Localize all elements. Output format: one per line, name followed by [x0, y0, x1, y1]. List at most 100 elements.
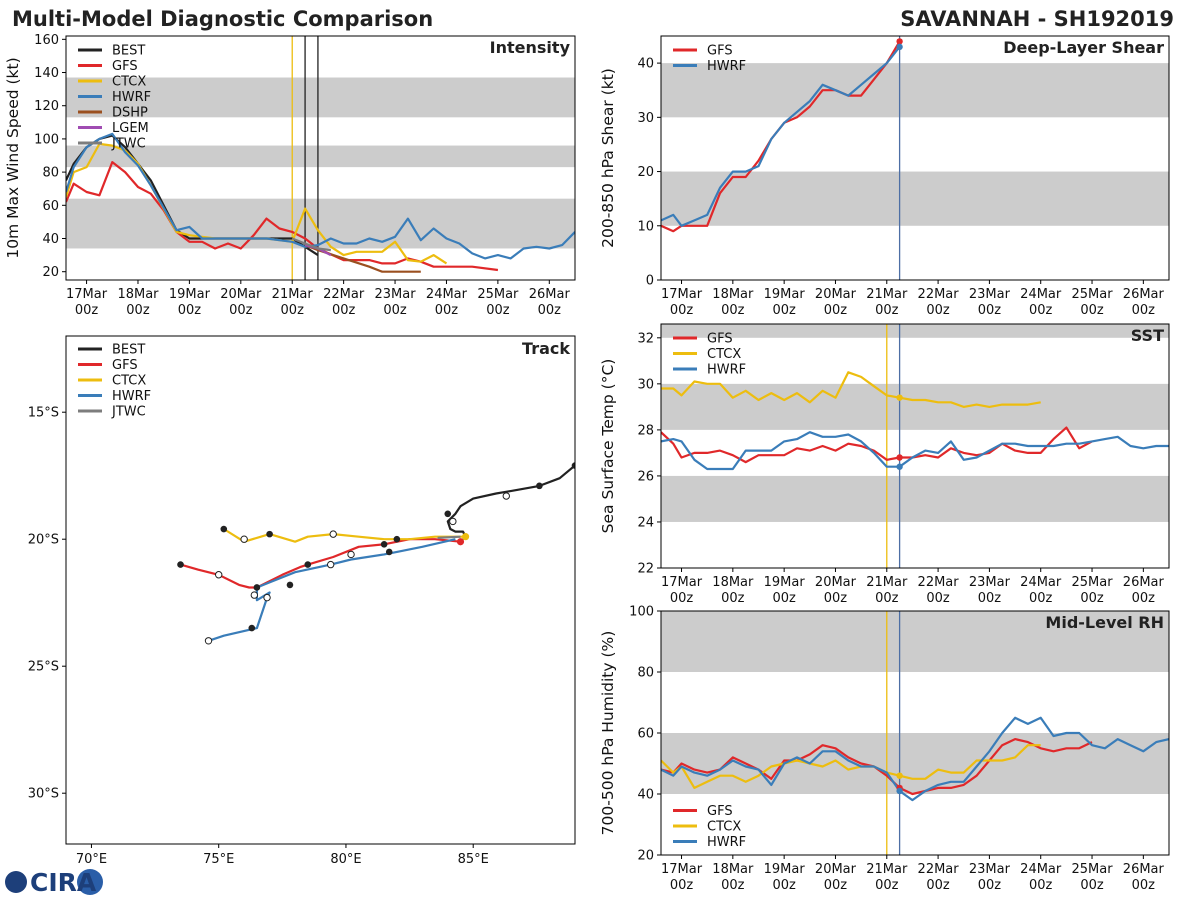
sst-xtick-hour: 00z — [721, 591, 745, 606]
shear-xtick-date: 21Mar — [866, 287, 908, 302]
track-frame — [65, 335, 576, 845]
sst-ytick-label: 32 — [637, 331, 654, 346]
rh-xtick-date: 23Mar — [969, 862, 1011, 877]
track-xtick-label: 70°E — [76, 852, 107, 867]
rh-xtick-hour: 00z — [721, 878, 745, 893]
rh-xtick-hour: 00z — [670, 878, 694, 893]
shear-xtick-date: 23Mar — [969, 287, 1011, 302]
track-title: Track — [522, 339, 570, 358]
rh-xtick-date: 20Mar — [815, 862, 857, 877]
track-marker-filled-gfs — [177, 561, 184, 568]
rh-ylabel: 700-500 hPa Humidity (%) — [599, 631, 617, 836]
shear-xtick-date: 19Mar — [764, 287, 806, 302]
intensity-xtick-date: 25Mar — [477, 287, 519, 302]
shear-xtick-hour: 00z — [978, 303, 1002, 318]
rh-xtick-hour: 00z — [1080, 878, 1104, 893]
rh-ytick-label: 80 — [637, 666, 654, 681]
sst-series-hwrf — [661, 431, 1169, 471]
track-legend-label-jtwc: JTWC — [111, 405, 146, 420]
sst-legend-label-gfs: GFS — [707, 332, 733, 347]
sst-xtick-date: 23Mar — [969, 575, 1011, 590]
intensity-legend-label-best: BEST — [112, 44, 145, 59]
sst-ytick-label: 26 — [637, 469, 654, 484]
shear-ytick-label: 40 — [637, 57, 654, 72]
shear-series-group — [661, 40, 901, 233]
intensity-xtick-hour: 00z — [486, 303, 510, 318]
track-ytick-label: 25°S — [28, 660, 59, 675]
intensity-ytick-label: 80 — [42, 166, 59, 181]
track-marker-open-hwrf — [263, 593, 271, 602]
rh-xtick-date: 19Mar — [764, 862, 806, 877]
intensity-xtick-date: 21Mar — [272, 287, 314, 302]
sst-series-ctcx — [661, 371, 1041, 408]
track-marker-current-gfs — [456, 538, 465, 546]
intensity-ytick-label: 60 — [42, 199, 59, 214]
track-marker-open-ctcx — [240, 535, 248, 543]
sst-legend-label-ctcx: CTCX — [707, 347, 741, 362]
intensity-xtick-date: 23Mar — [375, 287, 417, 302]
shear-xtick-hour: 00z — [670, 303, 694, 318]
sst-xtick-date: 20Mar — [815, 575, 857, 590]
shear-marker-gfs — [896, 38, 903, 45]
intensity-xtick-date: 20Mar — [220, 287, 262, 302]
track-marker-filled-ctcx — [266, 530, 273, 538]
intensity-ylabel: 10m Max Wind Speed (kt) — [4, 57, 22, 258]
rh-series-hwrf — [661, 716, 1169, 802]
rh-ytick-label: 20 — [637, 849, 654, 864]
sst-ytick-label: 24 — [637, 515, 654, 530]
track-series-best — [446, 464, 575, 540]
track-ytick-label: 20°S — [28, 533, 59, 548]
rh-xtick-hour: 00z — [978, 878, 1002, 893]
intensity-xtick-date: 18Mar — [117, 287, 159, 302]
track-marker-filled-hwrf — [385, 548, 393, 556]
sst-title: SST — [1131, 326, 1164, 345]
sst-xtick-date: 17Mar — [661, 575, 703, 590]
sst-xtick-hour: 00z — [1132, 591, 1156, 606]
intensity-band — [66, 145, 575, 168]
track-marker-open-best — [502, 492, 510, 500]
rh-xtick-date: 25Mar — [1071, 862, 1113, 877]
sst-xtick-date: 24Mar — [1020, 575, 1062, 590]
shear-xtick-hour: 00z — [721, 303, 745, 318]
intensity-xtick-hour: 00z — [281, 303, 305, 318]
rh-marker-hwrf — [896, 787, 903, 795]
cira-logo-satellite-icon — [77, 869, 103, 895]
track-legend-label-best: BEST — [112, 343, 145, 358]
intensity-xtick-hour: 00z — [75, 303, 99, 318]
intensity-frame — [65, 35, 576, 281]
sst-band — [661, 324, 1169, 338]
rh-xtick-date: 17Mar — [661, 862, 703, 877]
sst-xtick-hour: 00z — [772, 591, 796, 606]
shear-band — [661, 171, 1169, 226]
track-series-gfs — [180, 538, 461, 589]
track-marker-open-hwrf — [204, 637, 213, 645]
rh-xtick-hour: 00z — [926, 878, 950, 893]
rh-xtick-hour: 00z — [1132, 878, 1156, 893]
sst-band — [661, 383, 1169, 430]
track-marker-filled-hwrf — [286, 581, 294, 589]
panel-sst: 22242628303217Mar00z18Mar00z19Mar00z20Ma… — [599, 323, 1170, 606]
sst-xtick-date: 22Mar — [918, 575, 960, 590]
track-marker-open-hwrf — [326, 560, 335, 569]
shear-xtick-hour: 00z — [1029, 303, 1053, 318]
rh-xtick-date: 21Mar — [866, 862, 908, 877]
rh-band — [661, 611, 1169, 672]
rh-xtick-date: 22Mar — [918, 862, 960, 877]
rh-xtick-hour: 00z — [772, 878, 796, 893]
shear-ytick-label: 20 — [637, 165, 654, 180]
sst-marker-ctcx — [896, 394, 903, 401]
track-legend-label-ctcx: CTCX — [112, 374, 146, 389]
track-legend-label-gfs: GFS — [112, 358, 138, 373]
intensity-xtick-date: 22Mar — [323, 287, 365, 302]
sst-ytick-label: 22 — [637, 562, 654, 577]
shear-xtick-date: 26Mar — [1123, 287, 1165, 302]
track-marker-filled-ctcx — [393, 535, 401, 543]
intensity-legend-label-dshp: DSHP — [112, 106, 148, 121]
shear-xtick-hour: 00z — [926, 303, 950, 318]
intensity-xtick-date: 24Mar — [426, 287, 468, 302]
sst-legend-label-hwrf: HWRF — [707, 363, 746, 378]
track-marker-open-best — [449, 517, 457, 526]
track-marker-open-hwrf — [250, 591, 259, 599]
sst-xtick-date: 26Mar — [1123, 575, 1165, 590]
